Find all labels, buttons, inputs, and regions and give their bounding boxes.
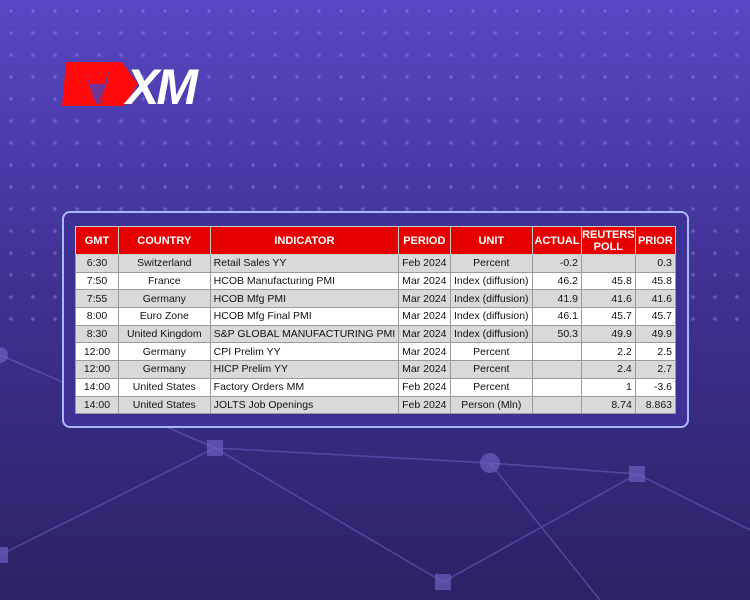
table-cell: Mar 2024 bbox=[398, 342, 451, 362]
table-cell: Feb 2024 bbox=[398, 254, 451, 273]
column-header: INDICATOR bbox=[209, 226, 400, 255]
economic-calendar-table: GMT COUNTRY INDICATOR PERIOD UNIT ACTUAL REUTE… bbox=[75, 226, 677, 415]
table-cell: 7:55 bbox=[75, 289, 119, 309]
table-cell: Index (diffusion) bbox=[449, 307, 534, 326]
table-cell: Retail Sales YY bbox=[209, 254, 400, 273]
table-cell: Mar 2024 bbox=[398, 271, 451, 291]
table-cell: Mar 2024 bbox=[398, 307, 451, 326]
table-cell: 41.9 bbox=[532, 289, 582, 309]
table-cell: 49.9 bbox=[580, 324, 636, 344]
table-cell: HCOB Mfg PMI bbox=[209, 289, 400, 309]
table-cell: 41.6 bbox=[634, 289, 677, 309]
table-cell: Index (diffusion) bbox=[449, 324, 534, 344]
svg-text:XM: XM bbox=[123, 59, 199, 110]
table-cell: Germany bbox=[117, 342, 211, 362]
table-cell: 7:50 bbox=[75, 271, 119, 291]
table-cell: Germany bbox=[117, 289, 211, 309]
table-cell: Index (diffusion) bbox=[449, 289, 534, 309]
table-row: 14:00 United States JOLTS Job Openings Feb … bbox=[75, 395, 677, 415]
table-cell: HCOB Manufacturing PMI bbox=[209, 271, 400, 291]
table-header-row: GMT COUNTRY INDICATOR PERIOD UNIT ACTUAL REUTE… bbox=[75, 226, 677, 255]
table-cell: 46.2 bbox=[532, 271, 582, 291]
table-cell: 2.2 bbox=[580, 342, 636, 362]
table-cell: Factory Orders MM bbox=[209, 377, 400, 397]
table-row: 8:30 United Kingdom S&P GLOBAL MANUFACTURI… bbox=[75, 324, 677, 344]
table-cell: France bbox=[117, 271, 211, 291]
table-cell: Percent bbox=[449, 254, 534, 273]
table-cell bbox=[532, 342, 582, 362]
table-cell: 14:00 bbox=[75, 377, 119, 397]
table-row: 7:55 Germany HCOB Mfg PMI Mar 2024 Index (di… bbox=[75, 289, 677, 309]
table-cell: 46.1 bbox=[532, 307, 582, 326]
table-cell: Feb 2024 bbox=[398, 377, 451, 397]
table-cell: 45.8 bbox=[634, 271, 677, 291]
table-cell: Person (Mln) bbox=[449, 395, 534, 415]
table-cell bbox=[532, 377, 582, 397]
table-cell bbox=[532, 360, 582, 379]
column-header: REUTERS POLL bbox=[580, 226, 636, 255]
table-cell: HCOB Mfg Final PMI bbox=[209, 307, 400, 326]
column-header: ACTUAL bbox=[532, 226, 582, 255]
table-cell: 8.863 bbox=[634, 395, 677, 415]
table-cell: 8:00 bbox=[75, 307, 119, 326]
table-cell: 14:00 bbox=[75, 395, 119, 415]
table-cell: Mar 2024 bbox=[398, 360, 451, 379]
table-cell: Mar 2024 bbox=[398, 289, 451, 309]
table-cell: HICP Prelim YY bbox=[209, 360, 400, 379]
table-cell: 45.7 bbox=[634, 307, 677, 326]
table-cell: 6:30 bbox=[75, 254, 119, 273]
table-cell: JOLTS Job Openings bbox=[209, 395, 400, 415]
table-cell: 49.9 bbox=[634, 324, 677, 344]
table-cell: S&P GLOBAL MANUFACTURING PMI bbox=[209, 324, 400, 344]
table-cell: 41.6 bbox=[580, 289, 636, 309]
table-row: 7:50 France HCOB Manufacturing PMI Mar 2024… bbox=[75, 271, 677, 291]
table-cell: 50.3 bbox=[532, 324, 582, 344]
table-row: 12:00 Germany HICP Prelim YY Mar 2024 Percen… bbox=[75, 360, 677, 379]
table-cell: 8.74 bbox=[580, 395, 636, 415]
table-cell: 2.5 bbox=[634, 342, 677, 362]
table-cell: 45.8 bbox=[580, 271, 636, 291]
table-cell: 12:00 bbox=[75, 360, 119, 379]
column-header: GMT bbox=[75, 226, 119, 255]
table-cell: Germany bbox=[117, 360, 211, 379]
table-cell: 45.7 bbox=[580, 307, 636, 326]
table-cell: Percent bbox=[449, 360, 534, 379]
table-cell: United States bbox=[117, 395, 211, 415]
table-cell: -0.2 bbox=[532, 254, 582, 273]
table-cell: -3.6 bbox=[634, 377, 677, 397]
table-row: 14:00 United States Factory Orders MM Feb 2… bbox=[75, 377, 677, 397]
calendar-panel: GMT COUNTRY INDICATOR PERIOD UNIT ACTUAL REUTE… bbox=[62, 211, 689, 428]
column-header: COUNTRY bbox=[117, 226, 211, 255]
table-row: 6:30 Switzerland Retail Sales YY Feb 2024 Pe… bbox=[75, 254, 677, 273]
table-cell: 12:00 bbox=[75, 342, 119, 362]
table-cell: Euro Zone bbox=[117, 307, 211, 326]
table-cell: CPI Prelim YY bbox=[209, 342, 400, 362]
table-cell: Index (diffusion) bbox=[449, 271, 534, 291]
table-cell: United States bbox=[117, 377, 211, 397]
table-row: 12:00 Germany CPI Prelim YY Mar 2024 Percent… bbox=[75, 342, 677, 362]
table-row: 8:00 Euro Zone HCOB Mfg Final PMI Mar 2024 I… bbox=[75, 307, 677, 326]
table-cell: Percent bbox=[449, 342, 534, 362]
table-cell: Mar 2024 bbox=[398, 324, 451, 344]
xm-logo: XM bbox=[60, 58, 240, 115]
table-cell: 2.4 bbox=[580, 360, 636, 379]
column-header: UNIT bbox=[449, 226, 534, 255]
table-cell: 1 bbox=[580, 377, 636, 397]
table-cell: 8:30 bbox=[75, 324, 119, 344]
table-cell: 0.3 bbox=[634, 254, 677, 273]
table-cell bbox=[580, 254, 636, 273]
table-cell: Switzerland bbox=[117, 254, 211, 273]
column-header: PERIOD bbox=[398, 226, 451, 255]
column-header: PRIOR bbox=[634, 226, 677, 255]
table-cell: Percent bbox=[449, 377, 534, 397]
table-cell: 2.7 bbox=[634, 360, 677, 379]
table-cell: Feb 2024 bbox=[398, 395, 451, 415]
table-cell: United Kingdom bbox=[117, 324, 211, 344]
table-cell bbox=[532, 395, 582, 415]
